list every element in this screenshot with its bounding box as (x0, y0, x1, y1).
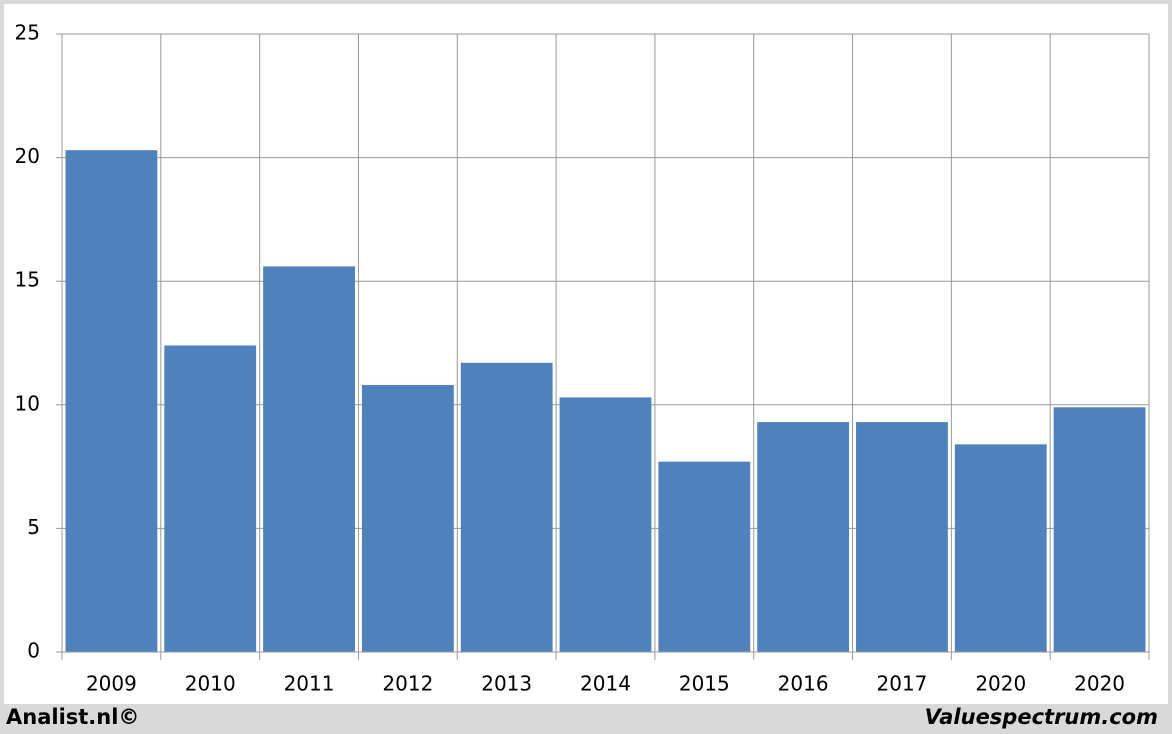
bar (954, 444, 1047, 652)
x-tick-label: 2009 (86, 672, 137, 696)
x-tick-label: 2020 (975, 672, 1026, 696)
bar (460, 362, 553, 652)
x-tick-label: 2020 (1074, 672, 1125, 696)
bar (361, 385, 454, 652)
bar (757, 422, 850, 652)
bar (65, 150, 158, 652)
credit-right: Valuespectrum.com (925, 705, 1158, 729)
x-tick-label: 2016 (778, 672, 829, 696)
credit-left: Analist.nl© (6, 705, 139, 729)
x-tick-label: 2012 (382, 672, 433, 696)
bar (856, 422, 948, 652)
y-tick-label: 5 (27, 515, 40, 539)
x-tick-label: 2010 (185, 672, 236, 696)
y-tick-label: 20 (15, 144, 40, 168)
bar (658, 461, 751, 652)
x-tick-label: 2014 (580, 672, 631, 696)
bar (263, 266, 355, 652)
x-tick-label: 2013 (481, 672, 532, 696)
y-tick-label: 10 (15, 391, 40, 415)
bar (1053, 407, 1146, 652)
x-tick-label: 2015 (679, 672, 730, 696)
y-tick-label: 15 (15, 268, 40, 292)
x-tick-label: 2017 (877, 672, 928, 696)
x-tick-label: 2011 (284, 672, 335, 696)
bar (559, 397, 652, 652)
y-tick-label: 0 (27, 639, 40, 663)
y-tick-label: 25 (15, 21, 40, 45)
bar (164, 345, 257, 652)
